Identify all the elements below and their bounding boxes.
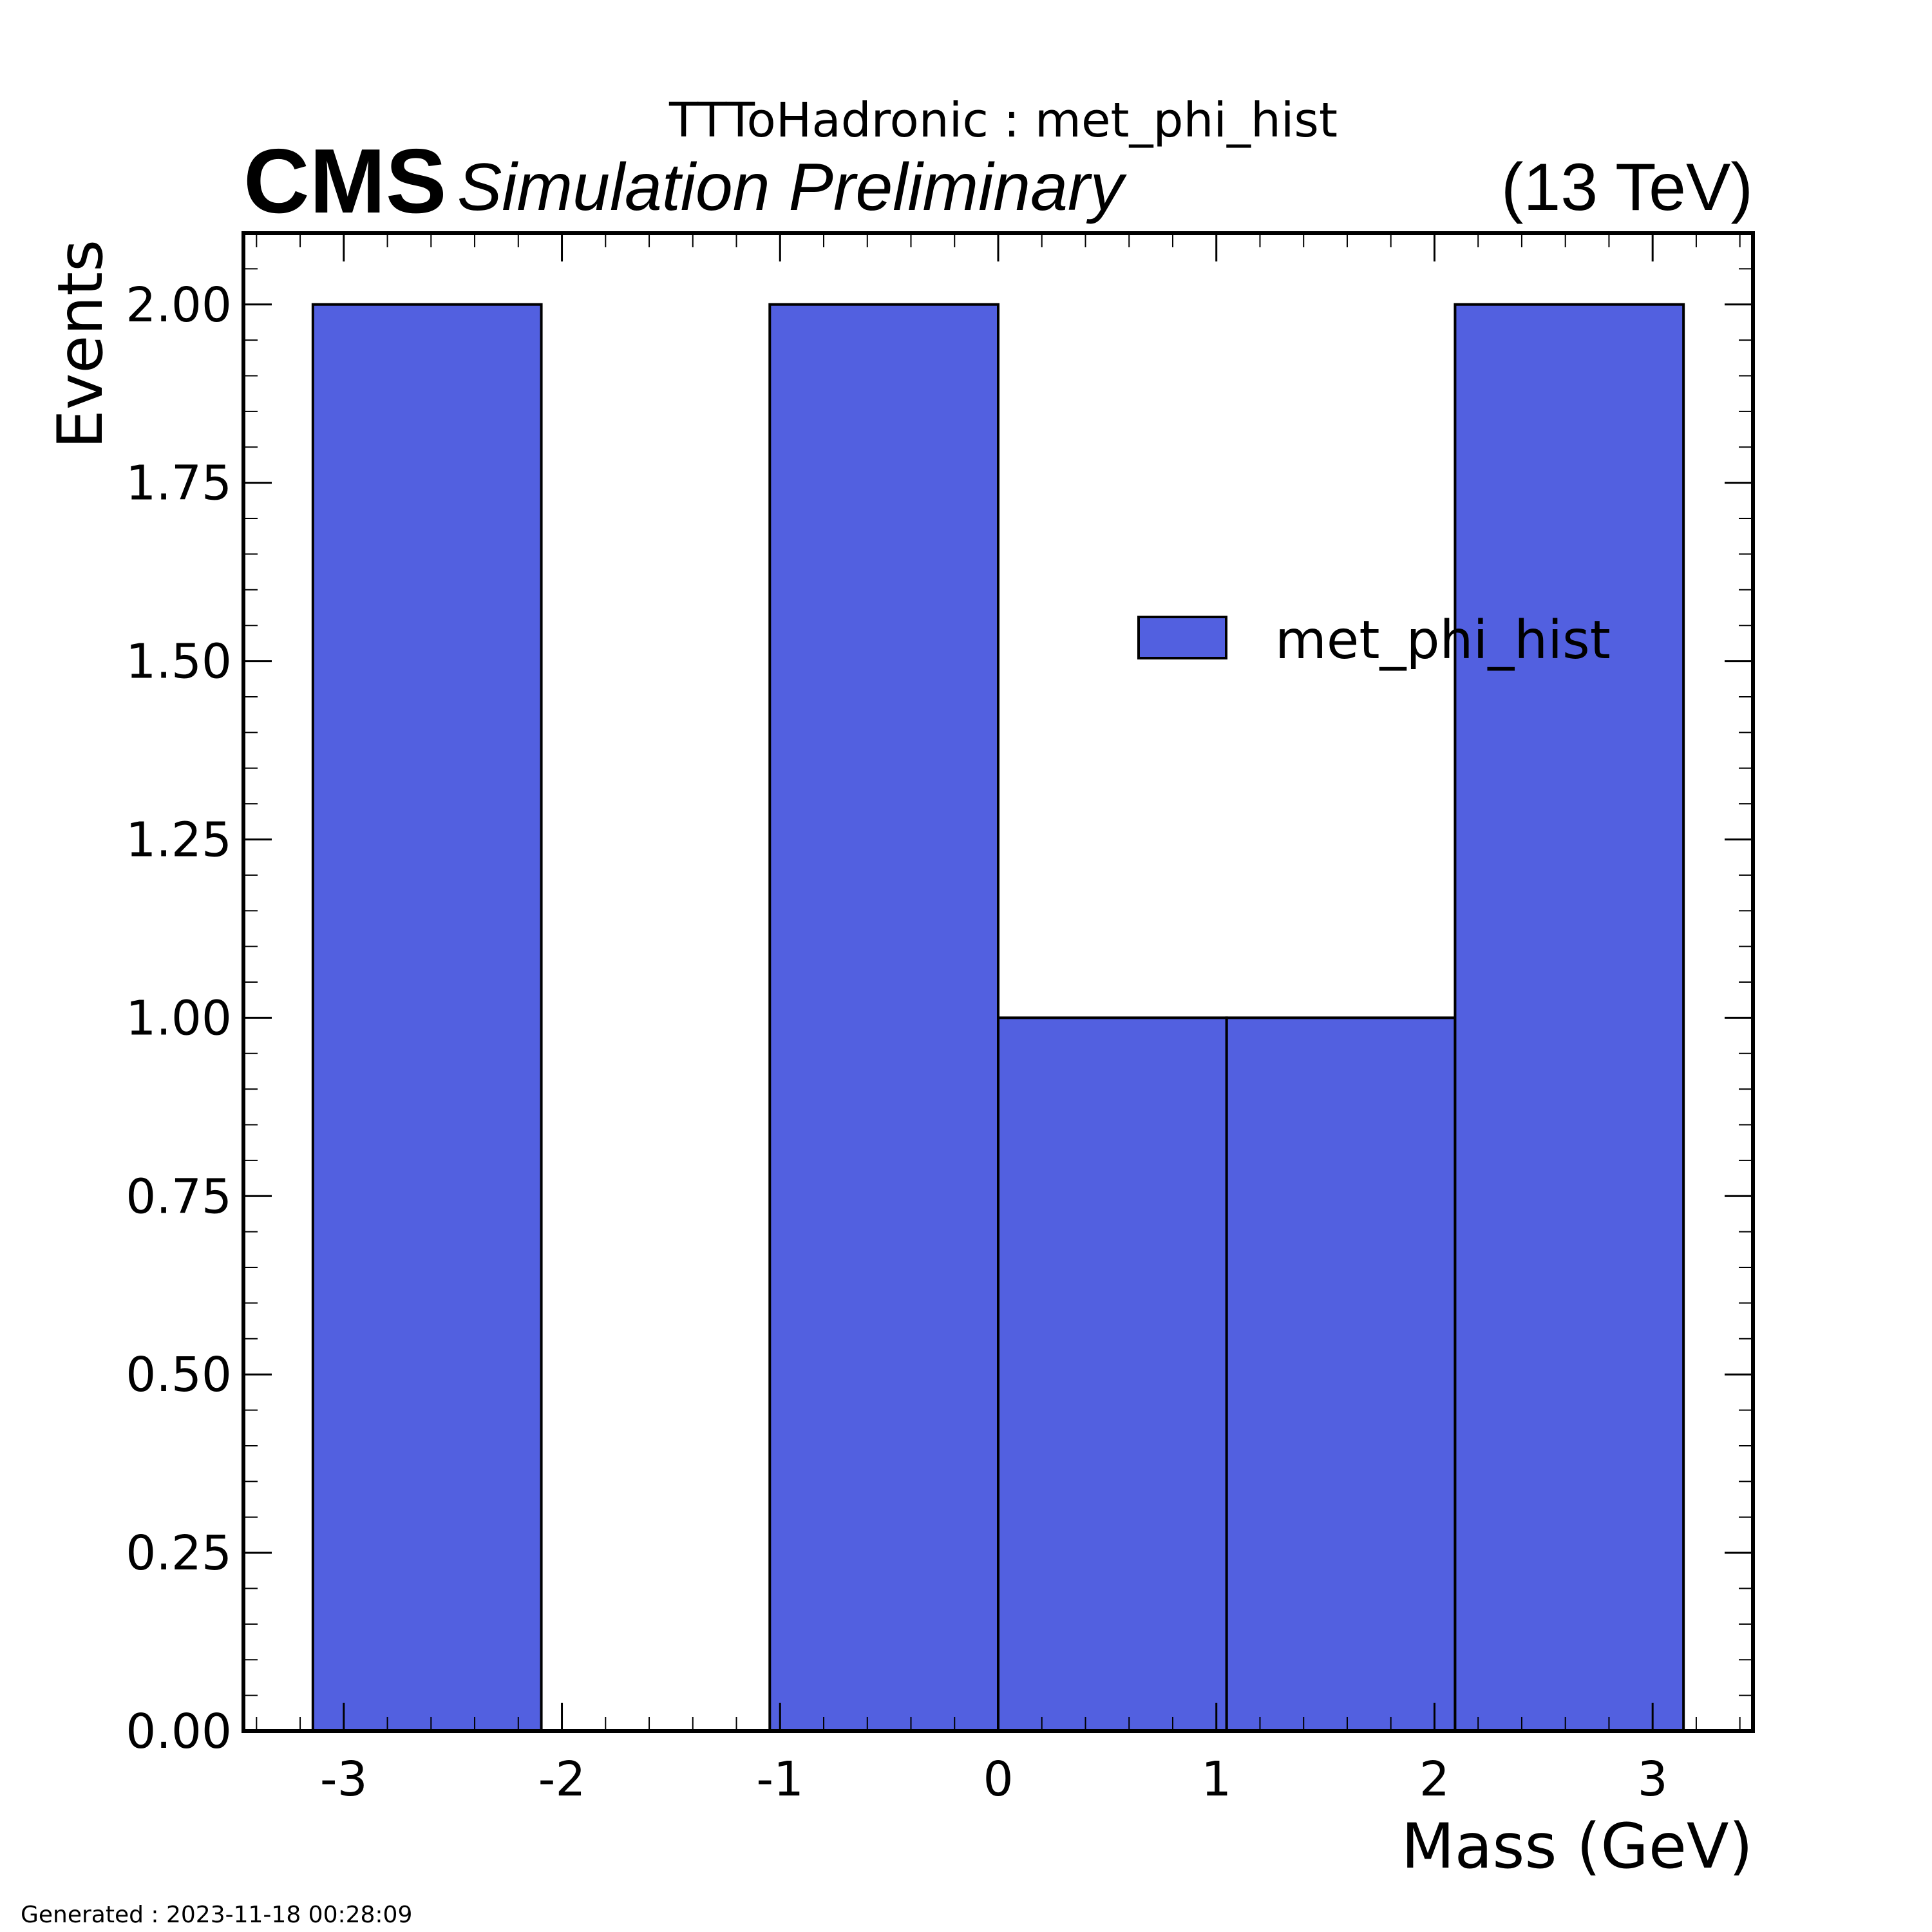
y-tick-label: 0.50: [126, 1347, 232, 1403]
y-axis-title: Events: [44, 240, 117, 449]
histogram-bar: [997, 1016, 1228, 1732]
legend: met_phi_hist: [1137, 610, 1611, 671]
y-tick-labels: 0.00 0.25 0.50 0.75 1.00 1.25 1.50 1.75 2.00: [126, 278, 232, 1759]
y-tick-label: 1.50: [126, 634, 232, 690]
generated-timestamp: Generated : 2023-11-18 00:28:09: [21, 1902, 412, 1928]
histogram-bar: [1454, 303, 1685, 1732]
plot-title: TTToHadronic : met_phi_hist: [668, 93, 1338, 148]
x-tick-label: 3: [1638, 1752, 1668, 1807]
x-tick-label: -3: [320, 1752, 368, 1807]
y-tick-label: 0.25: [126, 1526, 232, 1581]
energy-label: (13 TeV): [1501, 150, 1753, 225]
y-tick-label: 1.75: [126, 456, 232, 511]
y-tick-label: 2.00: [126, 278, 232, 333]
x-tick-label: 1: [1201, 1752, 1231, 1807]
x-tick-label: 2: [1419, 1752, 1450, 1807]
plot-frame: [242, 231, 1755, 1733]
x-tick-label: -1: [756, 1752, 804, 1807]
legend-label: met_phi_hist: [1275, 610, 1611, 671]
cms-label: CMS: [243, 130, 447, 232]
y-tick-label: 0.75: [126, 1169, 232, 1224]
histogram-bar: [1225, 1016, 1457, 1732]
simulation-preliminary-label: Simulation Preliminary: [457, 150, 1128, 225]
histogram-bars: [311, 303, 1685, 1732]
x-tick-label: -2: [538, 1752, 586, 1807]
y-tick-label: 1.00: [126, 990, 232, 1046]
y-tick-label: 1.25: [126, 812, 232, 867]
x-axis-title: Mass (GeV): [1401, 1810, 1753, 1882]
x-tick-labels: -3 -2 -1 0 1 2 3: [320, 1752, 1668, 1807]
legend-swatch: [1137, 616, 1227, 659]
axis-ticks: [243, 232, 1753, 1732]
histogram-bar: [311, 303, 543, 1732]
x-tick-label: 0: [983, 1752, 1013, 1807]
histogram-bar: [768, 303, 999, 1732]
y-tick-label: 0.00: [126, 1704, 232, 1759]
